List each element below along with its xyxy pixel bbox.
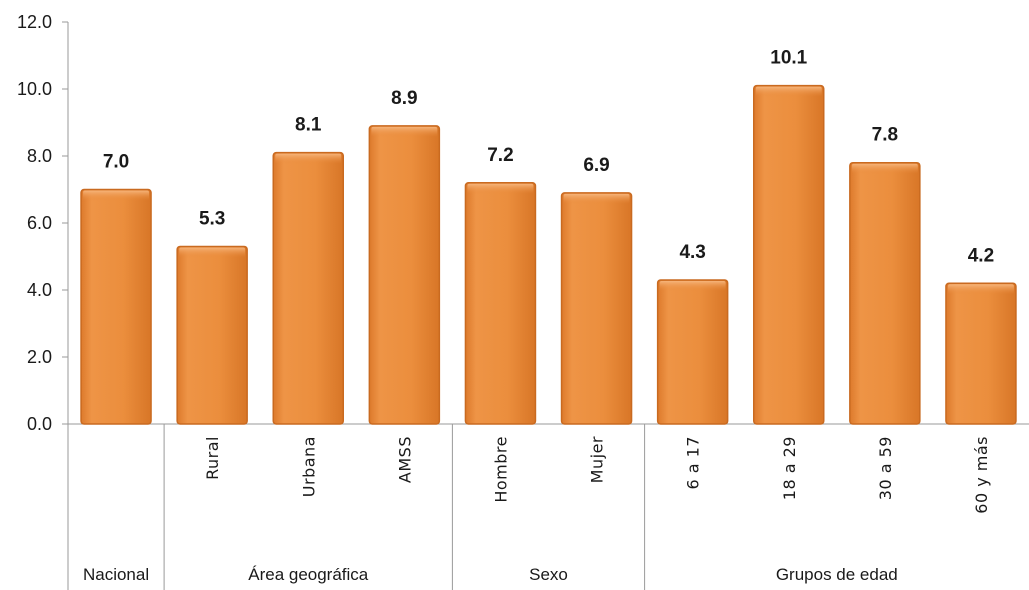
y-tick-label: 12.0 <box>17 12 52 32</box>
bar-body <box>272 151 344 425</box>
bar <box>464 182 537 425</box>
category-label: Rural <box>203 436 222 480</box>
category-label: 6 a 17 <box>684 436 703 490</box>
category-labels: Rural Urbana AMSS Hombre Mujer 6 a 17 18 a 29 3… <box>203 436 991 514</box>
bar-body <box>656 279 729 425</box>
group-label: Sexo <box>529 565 568 584</box>
group-label: Nacional <box>83 565 149 584</box>
category-label: Hombre <box>491 436 510 503</box>
bar-highlight <box>851 163 918 174</box>
bar-body <box>560 192 633 425</box>
bar-highlight <box>947 284 1014 295</box>
bar <box>368 125 441 425</box>
data-label: 4.2 <box>968 245 994 266</box>
category-label: Mujer <box>588 436 607 483</box>
bar <box>945 282 1017 425</box>
y-tick-label: 8.0 <box>27 146 52 166</box>
bar-highlight <box>179 247 246 258</box>
bar-body <box>945 282 1017 425</box>
data-label: 8.9 <box>391 88 417 109</box>
bar-body <box>368 125 441 425</box>
category-label: 60 y más <box>972 436 991 514</box>
category-label: Urbana <box>299 436 318 497</box>
y-tick-label: 0.0 <box>27 414 52 434</box>
data-label: 6.9 <box>583 155 609 176</box>
bar-highlight <box>563 193 630 204</box>
bar <box>656 279 729 425</box>
bar-body <box>80 188 152 425</box>
category-label: 30 a 59 <box>876 436 895 500</box>
bar-highlight <box>659 280 726 291</box>
bar-highlight <box>371 126 438 137</box>
bar-highlight <box>467 183 534 194</box>
data-label: 7.2 <box>487 145 513 166</box>
bars <box>80 84 1017 425</box>
y-axis: 0.0 2.0 4.0 6.0 8.0 10.0 12.0 <box>17 12 69 434</box>
group-label: Grupos de edad <box>776 565 898 584</box>
category-label: AMSS <box>395 436 414 483</box>
bar-highlight <box>83 190 150 201</box>
bar <box>753 84 825 425</box>
data-label: 5.3 <box>199 208 225 229</box>
bar <box>849 161 921 425</box>
group-labels: Nacional Área geográfica Sexo Grupos de eda… <box>83 565 898 584</box>
bar-body <box>849 161 921 425</box>
data-label: 7.8 <box>872 125 898 146</box>
y-tick-label: 4.0 <box>27 280 52 300</box>
data-label: 7.0 <box>103 152 129 173</box>
bar-highlight <box>275 153 342 164</box>
data-label: 10.1 <box>770 48 807 69</box>
y-tick-label: 2.0 <box>27 347 52 367</box>
data-label: 4.3 <box>679 242 705 263</box>
data-labels: 7.0 5.3 8.1 8.9 7.2 6.9 4.3 10.1 7.8 4.2 <box>103 48 994 267</box>
bar-body <box>753 84 825 425</box>
y-tick-label: 10.0 <box>17 79 52 99</box>
group-label: Área geográfica <box>248 565 369 584</box>
category-label: 18 a 29 <box>780 436 799 500</box>
bar-body <box>464 182 537 425</box>
bar-highlight <box>755 86 822 97</box>
bar <box>176 245 248 425</box>
bar <box>80 188 152 425</box>
bar-body <box>176 245 248 425</box>
bar <box>560 192 633 425</box>
data-label: 8.1 <box>295 115 322 136</box>
y-tick-label: 6.0 <box>27 213 52 233</box>
bar <box>272 151 344 425</box>
